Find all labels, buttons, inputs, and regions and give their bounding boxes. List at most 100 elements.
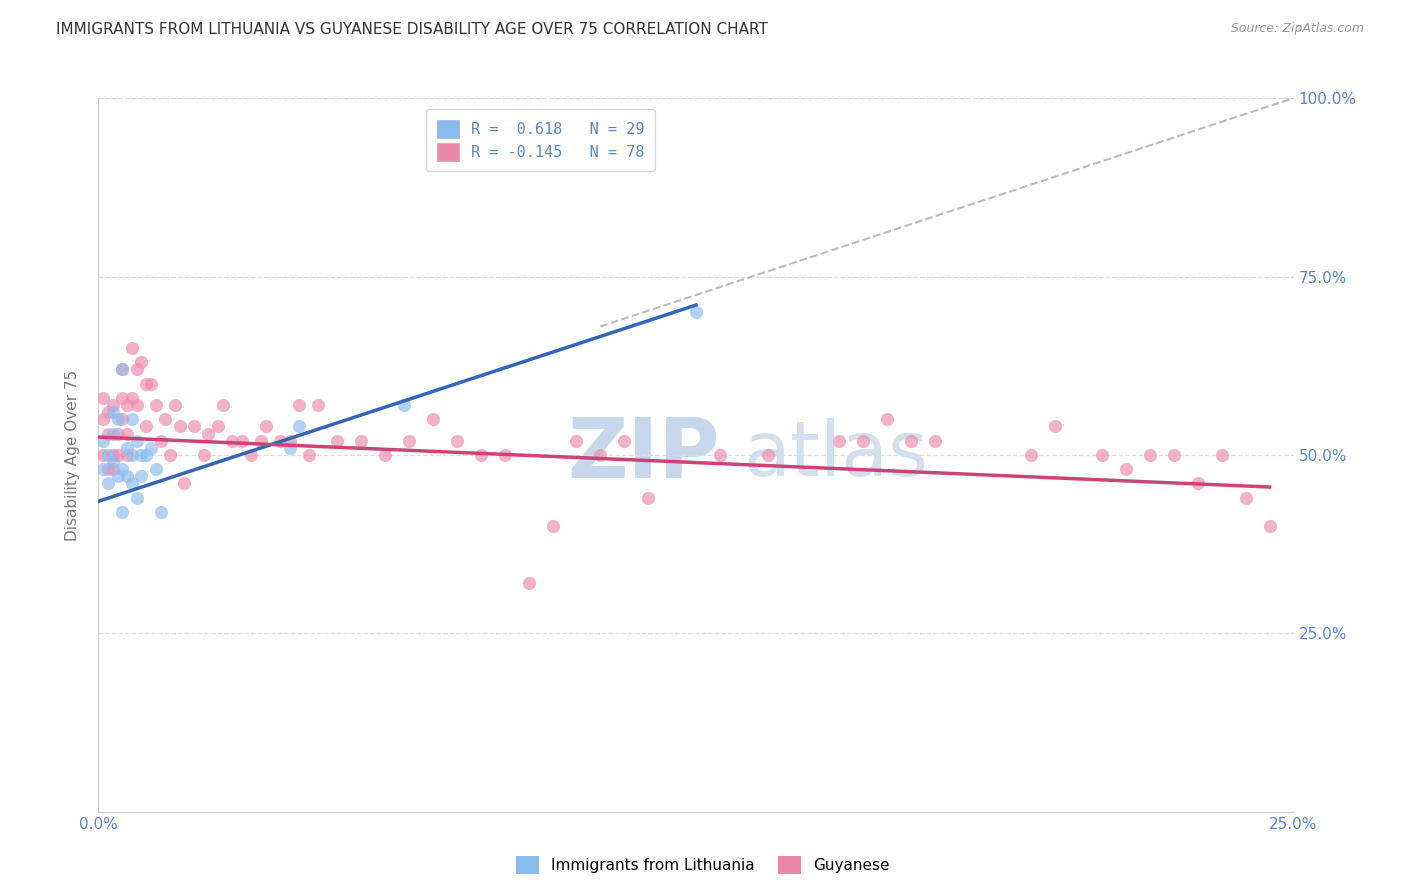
Point: [1091, 448, 1114, 462]
Point: [207, 419, 229, 434]
Point: [565, 434, 588, 448]
Legend: R =  0.618   N = 29, R = -0.145   N = 78: R = 0.618 N = 29, R = -0.145 N = 78: [426, 110, 655, 171]
Point: [1187, 476, 1209, 491]
Point: [155, 412, 177, 426]
Point: [613, 434, 636, 448]
Point: [1019, 448, 1042, 462]
Point: [115, 448, 138, 462]
Point: [91, 448, 114, 462]
Point: [876, 412, 898, 426]
Point: [1043, 419, 1066, 434]
Point: [517, 576, 540, 591]
Point: [240, 448, 263, 462]
Point: [121, 341, 143, 355]
Point: [91, 462, 114, 476]
Point: [131, 448, 153, 462]
Point: [494, 448, 516, 462]
Point: [115, 398, 138, 412]
Point: [125, 491, 148, 505]
Point: [139, 376, 162, 391]
Point: [97, 405, 120, 419]
Point: [900, 434, 922, 448]
Point: [269, 434, 291, 448]
Point: [173, 476, 195, 491]
Point: [115, 426, 138, 441]
Point: [709, 448, 731, 462]
Point: [193, 448, 215, 462]
Point: [121, 448, 143, 462]
Point: [852, 434, 875, 448]
Point: [756, 448, 779, 462]
Point: [589, 448, 612, 462]
Point: [121, 391, 143, 405]
Point: [107, 469, 129, 483]
Point: [111, 362, 134, 376]
Point: [197, 426, 219, 441]
Point: [924, 434, 946, 448]
Point: [398, 434, 420, 448]
Point: [101, 426, 124, 441]
Point: [1139, 448, 1161, 462]
Point: [91, 434, 114, 448]
Point: [101, 455, 124, 469]
Point: [183, 419, 205, 434]
Point: [139, 441, 162, 455]
Text: IMMIGRANTS FROM LITHUANIA VS GUYANESE DISABILITY AGE OVER 75 CORRELATION CHART: IMMIGRANTS FROM LITHUANIA VS GUYANESE DI…: [56, 22, 768, 37]
Point: [470, 448, 492, 462]
Point: [97, 476, 120, 491]
Point: [149, 434, 172, 448]
Point: [111, 362, 134, 376]
Point: [115, 469, 138, 483]
Point: [163, 398, 186, 412]
Point: [135, 419, 157, 434]
Point: [135, 376, 157, 391]
Point: [637, 491, 659, 505]
Point: [350, 434, 373, 448]
Point: [278, 441, 301, 455]
Point: [111, 505, 134, 519]
Point: [125, 362, 148, 376]
Point: [101, 448, 124, 462]
Point: [231, 434, 253, 448]
Point: [254, 419, 277, 434]
Point: [221, 434, 243, 448]
Point: [541, 519, 564, 533]
Point: [326, 434, 349, 448]
Point: [131, 355, 153, 369]
Point: [278, 434, 301, 448]
Point: [111, 391, 134, 405]
Point: [115, 441, 138, 455]
Point: [125, 434, 148, 448]
Point: [250, 434, 273, 448]
Point: [159, 448, 181, 462]
Point: [97, 426, 120, 441]
Point: [211, 398, 233, 412]
Point: [111, 412, 134, 426]
Point: [91, 412, 114, 426]
Point: [446, 434, 468, 448]
Point: [307, 398, 329, 412]
Point: [101, 462, 124, 476]
Point: [298, 448, 321, 462]
Point: [288, 398, 311, 412]
Point: [145, 462, 167, 476]
Point: [101, 398, 124, 412]
Point: [1115, 462, 1137, 476]
Text: atlas: atlas: [744, 418, 928, 491]
Point: [107, 412, 129, 426]
Point: [107, 426, 129, 441]
Point: [1163, 448, 1185, 462]
Point: [394, 398, 416, 412]
Point: [422, 412, 444, 426]
Point: [1211, 448, 1233, 462]
Point: [374, 448, 396, 462]
Point: [91, 391, 114, 405]
Point: [685, 305, 707, 319]
Text: Source: ZipAtlas.com: Source: ZipAtlas.com: [1230, 22, 1364, 36]
Point: [288, 419, 311, 434]
Point: [111, 462, 134, 476]
Point: [145, 398, 167, 412]
Legend: Immigrants from Lithuania, Guyanese: Immigrants from Lithuania, Guyanese: [510, 850, 896, 880]
Point: [135, 448, 157, 462]
Point: [828, 434, 851, 448]
